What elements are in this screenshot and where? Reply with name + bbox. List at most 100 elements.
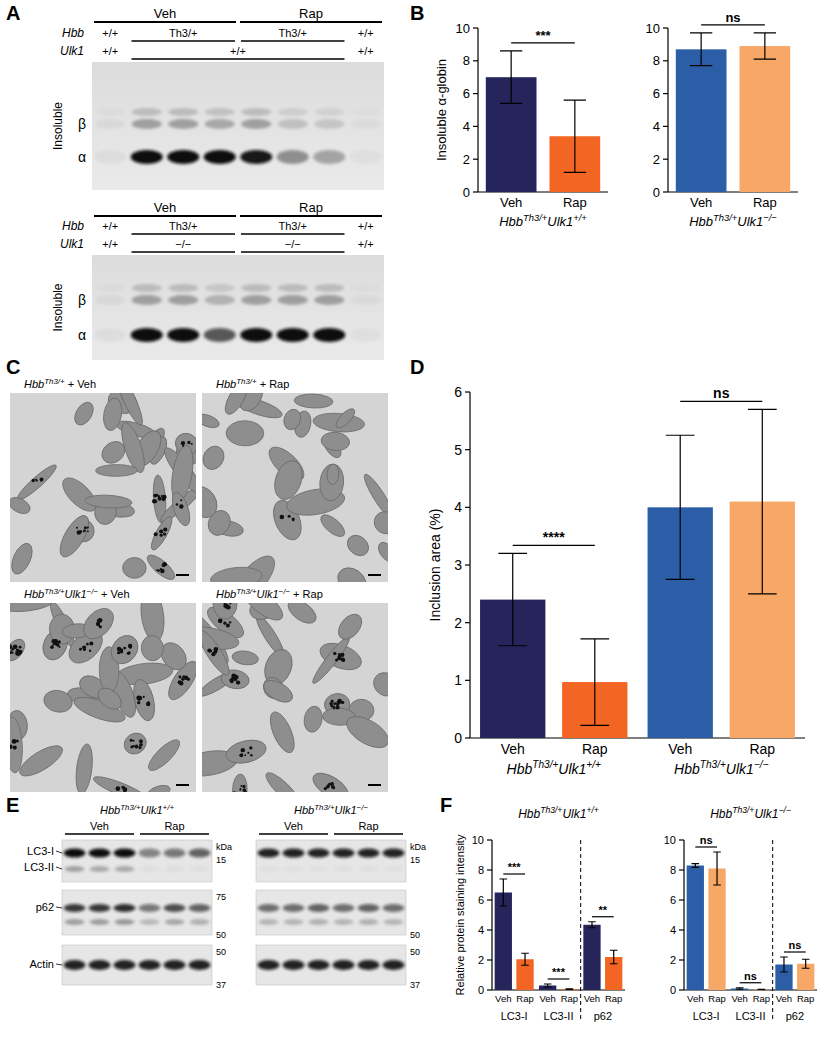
genotype-label: +/+ xyxy=(230,45,246,57)
y-tick xyxy=(663,126,668,127)
y-tick-label: 8 xyxy=(478,864,484,876)
blot-band xyxy=(283,849,305,858)
y-tick-label: 0 xyxy=(478,984,484,996)
cell xyxy=(213,603,238,619)
blot-band xyxy=(189,904,211,912)
inclusion xyxy=(128,644,132,648)
gel-band xyxy=(95,295,125,305)
marks xyxy=(687,852,815,990)
inclusion xyxy=(127,651,130,654)
x-tick-label: Veh xyxy=(731,993,747,1004)
western-blot: HbbTh3/+Ulk1+/+VehRapkDa1575505037 xyxy=(62,803,232,990)
gel-band xyxy=(95,284,125,292)
y-tick xyxy=(663,93,668,94)
inclusion xyxy=(223,603,225,604)
inclusion xyxy=(83,648,86,651)
gel-band xyxy=(205,119,235,129)
inclusion xyxy=(240,788,242,790)
blot-band xyxy=(114,904,136,912)
x-tick-label: Veh xyxy=(500,195,522,210)
text-part: Hbb xyxy=(507,761,533,777)
y-tick xyxy=(679,929,684,930)
inclusion xyxy=(123,787,128,792)
text-part: Hbb xyxy=(100,804,120,816)
group-label: LC3-I xyxy=(501,1010,528,1022)
blot-band xyxy=(284,866,304,872)
text-part: Hbb xyxy=(294,804,314,816)
gel-band xyxy=(313,328,345,342)
group-label: HbbTh3/+Ulk1−/− xyxy=(674,759,768,777)
inclusion xyxy=(179,504,183,508)
blot-band xyxy=(358,960,380,970)
x-tick-label: Rap xyxy=(708,993,725,1004)
inclusion xyxy=(158,497,162,501)
inclusion xyxy=(152,499,157,504)
micrograph-image xyxy=(202,603,388,792)
gel-band xyxy=(167,150,199,164)
inclusion xyxy=(338,653,341,656)
cell xyxy=(202,412,221,431)
y-tick-label: 0 xyxy=(454,730,462,746)
cell xyxy=(342,710,388,754)
genotype-bar xyxy=(241,40,345,42)
inclusion xyxy=(181,506,183,508)
y-tick xyxy=(465,449,470,450)
y-tick xyxy=(473,126,478,127)
gel-band xyxy=(314,295,344,305)
significance-label: ns xyxy=(788,939,801,951)
blot-band xyxy=(308,904,330,912)
y-tick-label: 10 xyxy=(456,21,470,36)
row-name: Ulk1 xyxy=(60,237,84,251)
micrograph-bg xyxy=(202,393,388,582)
inclusion xyxy=(133,740,135,742)
bar xyxy=(708,869,725,991)
gel-band xyxy=(278,295,308,305)
cell xyxy=(326,464,339,485)
x-tick-label: Veh xyxy=(495,993,511,1004)
treatment-label: Rap xyxy=(299,6,323,21)
inclusion xyxy=(231,677,233,679)
blot-band xyxy=(190,919,210,925)
error-bar xyxy=(566,988,574,990)
gel-band xyxy=(204,328,236,342)
treatment-bar xyxy=(240,21,382,23)
group-label: LC3-II xyxy=(736,1010,766,1022)
cell xyxy=(10,603,55,614)
blot-band xyxy=(358,849,380,858)
inclusion xyxy=(335,658,338,661)
bar-chart: 0246810VehRapHbbTh3/+Ulk1−/−ns xyxy=(646,10,798,229)
cell xyxy=(14,461,59,503)
y-tick xyxy=(679,839,684,840)
y-tick-label: 6 xyxy=(463,86,470,101)
blot-band xyxy=(309,866,329,872)
inclusion xyxy=(232,674,236,678)
y-tick-label: 4 xyxy=(478,924,484,936)
blot-band xyxy=(114,960,136,970)
superscript: Th3/+ xyxy=(700,759,726,770)
y-tick-label: 2 xyxy=(653,152,660,167)
row-name: Hbb xyxy=(62,219,84,233)
x-tick-label: Veh xyxy=(776,993,792,1004)
blot-strip xyxy=(62,840,212,882)
superscript: Th3/+ xyxy=(314,803,335,812)
blot-band xyxy=(284,919,304,925)
blot-band xyxy=(139,904,161,912)
cell xyxy=(302,705,324,734)
blot-band xyxy=(164,904,186,912)
blot-band xyxy=(334,919,354,925)
error-bar xyxy=(610,950,618,964)
group-label: p62 xyxy=(786,1010,804,1022)
band-label: α xyxy=(78,149,86,165)
micrograph-image xyxy=(10,393,196,582)
marks xyxy=(495,879,623,990)
inclusion xyxy=(187,678,190,681)
treatment-bar xyxy=(259,833,328,835)
superscript: Th3/+ xyxy=(44,587,65,596)
inclusion xyxy=(127,652,130,655)
fraction-label: Insoluble xyxy=(51,283,65,331)
panel-letter: D xyxy=(410,356,424,378)
y-axis xyxy=(491,840,492,990)
bar-chart: 0246810Insoluble α-globinVehRapHbbTh3/+U… xyxy=(434,21,608,229)
y-tick xyxy=(473,27,478,28)
gel-band xyxy=(94,328,126,342)
